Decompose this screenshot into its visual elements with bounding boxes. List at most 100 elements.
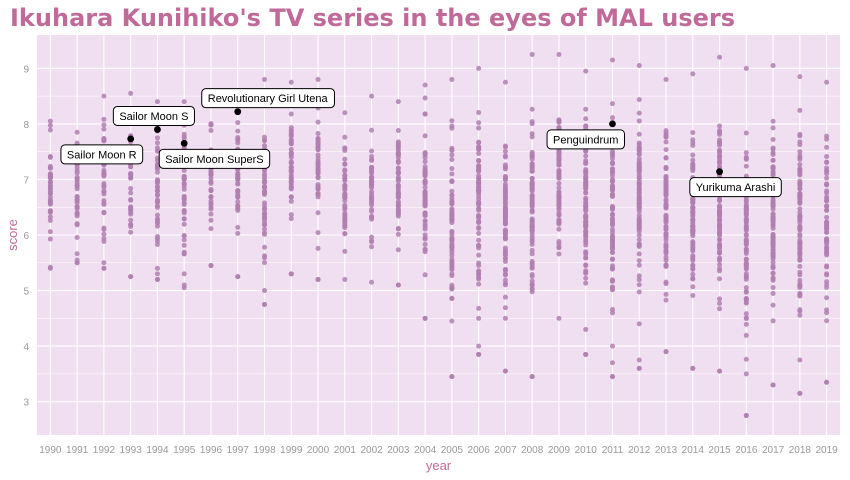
data-point (797, 152, 803, 158)
data-point (529, 226, 535, 232)
data-point (663, 166, 669, 172)
x-tick-label: 2012 (628, 445, 651, 456)
data-point (690, 162, 696, 168)
data-point (235, 188, 241, 194)
data-point (609, 257, 615, 263)
data-point (422, 155, 428, 161)
data-point (262, 226, 268, 232)
data-point (315, 166, 321, 172)
data-point (369, 182, 375, 188)
data-point (369, 244, 375, 250)
data-point (262, 207, 268, 213)
data-point (663, 213, 669, 219)
data-point (770, 290, 776, 296)
data-point (235, 128, 241, 134)
data-point (208, 206, 214, 212)
data-point (288, 176, 294, 182)
data-point (583, 158, 589, 164)
y-axis-title: score (5, 219, 20, 251)
data-point (262, 76, 268, 82)
data-point (717, 241, 723, 247)
data-point (422, 218, 428, 224)
data-point (583, 239, 589, 245)
data-point (797, 272, 803, 278)
data-point (609, 266, 615, 272)
data-point (770, 217, 776, 223)
highlight-point (127, 135, 135, 143)
data-point (502, 79, 508, 85)
data-point (449, 286, 455, 292)
data-point (422, 184, 428, 190)
data-point (288, 79, 294, 85)
data-point (262, 200, 268, 206)
data-point (663, 139, 669, 145)
data-point (342, 276, 348, 282)
data-point (824, 295, 830, 301)
data-point (690, 205, 696, 211)
data-point (369, 165, 375, 171)
data-point (422, 151, 428, 157)
data-point (770, 165, 776, 171)
data-point (583, 195, 589, 201)
data-point (663, 147, 669, 153)
x-tick-label: 2005 (441, 445, 464, 456)
data-point (556, 251, 562, 257)
data-point (770, 172, 776, 178)
data-point (824, 271, 830, 277)
data-point (583, 200, 589, 206)
x-tick-label: 2002 (360, 445, 383, 456)
x-tick-label: 2018 (789, 445, 812, 456)
data-point (663, 128, 669, 134)
data-point (502, 271, 508, 277)
data-point (609, 310, 615, 316)
data-point (101, 225, 107, 231)
x-tick-label: 1991 (66, 445, 89, 456)
data-point (449, 374, 455, 380)
data-point (529, 154, 535, 160)
data-point (47, 236, 53, 242)
data-point (529, 271, 535, 277)
data-point (556, 119, 562, 125)
data-point (529, 374, 535, 380)
data-point (154, 212, 160, 218)
data-point (690, 257, 696, 263)
data-point (797, 156, 803, 162)
data-point (262, 253, 268, 259)
data-point (288, 139, 294, 145)
x-tick-label: 1993 (120, 445, 143, 456)
data-point (636, 212, 642, 218)
data-point (74, 140, 80, 146)
data-point (663, 349, 669, 355)
data-point (262, 171, 268, 177)
data-point (369, 214, 375, 220)
data-point (690, 152, 696, 158)
data-point (208, 128, 214, 134)
data-point (609, 246, 615, 252)
data-point (690, 254, 696, 260)
data-point (556, 175, 562, 181)
data-point (609, 222, 615, 228)
data-point (770, 259, 776, 265)
data-point (476, 262, 482, 268)
data-point (235, 205, 241, 211)
data-point (181, 180, 187, 186)
data-point (288, 185, 294, 191)
data-point (101, 238, 107, 244)
data-point (315, 170, 321, 176)
y-tick-label: 4 (23, 342, 29, 353)
data-point (770, 150, 776, 156)
data-point (797, 233, 803, 239)
data-point (529, 219, 535, 225)
data-point (743, 297, 749, 303)
data-point (449, 217, 455, 223)
data-point (369, 93, 375, 99)
data-point (583, 326, 589, 332)
data-point (235, 176, 241, 182)
data-point (449, 296, 455, 302)
data-point (422, 95, 428, 101)
data-point (476, 243, 482, 249)
data-point (502, 315, 508, 321)
data-point (636, 159, 642, 165)
data-point (369, 179, 375, 185)
data-point (342, 187, 348, 193)
